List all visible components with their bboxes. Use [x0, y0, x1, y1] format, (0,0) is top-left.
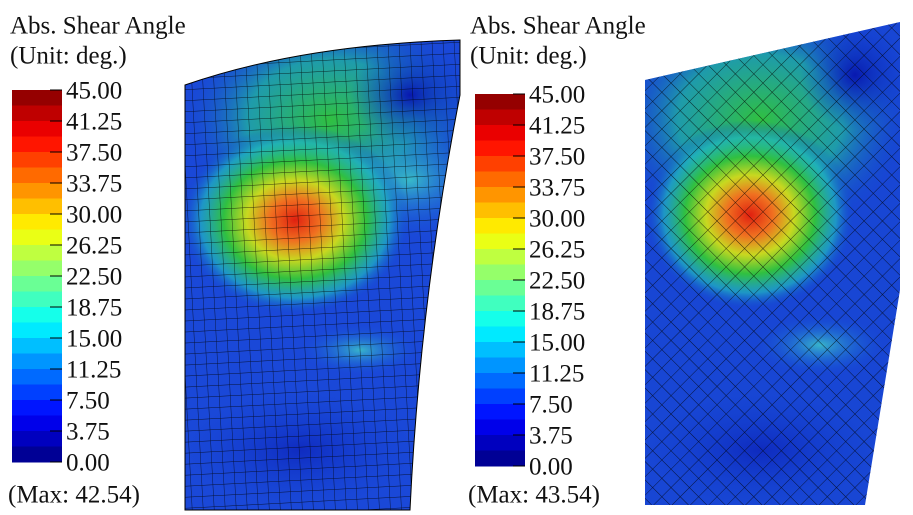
colorbar-band: [475, 311, 525, 327]
colorbar-label: 3.75: [529, 423, 573, 450]
colorbar-label: 33.75: [66, 171, 122, 198]
colorbar-label: 22.50: [66, 264, 122, 291]
colorbar-band: [12, 276, 62, 292]
colorbar-band: [12, 431, 62, 447]
colorbar-band: [475, 388, 525, 405]
colorbar-label: 33.75: [529, 175, 585, 202]
colorbar-band: [12, 136, 62, 153]
colorbar-band: [475, 218, 525, 234]
colorbar-band: [475, 171, 525, 188]
colorbar-band: [475, 94, 525, 110]
colorbar-band: [12, 183, 62, 199]
mesh-outline: [184, 39, 461, 511]
colorbar-label: 45.00: [66, 78, 122, 105]
contour-right: [645, 22, 900, 505]
colorbar-label: 15.00: [66, 326, 122, 353]
colorbar-band: [12, 214, 62, 230]
unit-label: (Unit: deg.): [10, 43, 127, 70]
colorbar-band: [12, 198, 62, 215]
colorbar-label: 30.00: [66, 202, 122, 229]
colorbar-label: 22.50: [529, 268, 585, 295]
colorbar-band: [475, 373, 525, 389]
colorbar-label: 18.75: [66, 295, 122, 322]
colorbar-band: [12, 229, 62, 246]
colorbar-label: 3.75: [66, 419, 110, 446]
colorbar-label: 15.00: [529, 330, 585, 357]
colorbar-band: [12, 415, 62, 432]
panel-title: Abs. Shear Angle: [470, 13, 646, 40]
colorbar-band: [12, 291, 62, 308]
colorbar-band: [12, 400, 62, 416]
colorbar-band: [475, 450, 525, 467]
colorbar-band: [475, 264, 525, 281]
colorbar-band: [475, 357, 525, 374]
colorbar-band: [12, 369, 62, 385]
colorbar-band: [12, 307, 62, 323]
colorbar-band: [475, 125, 525, 141]
colorbar-label: 37.50: [529, 144, 585, 171]
max-label: (Max: 42.54): [8, 482, 140, 509]
max-label: (Max: 43.54): [468, 482, 600, 509]
colorbar-band: [475, 295, 525, 312]
colorbar-label: 7.50: [66, 388, 110, 415]
contour-left: [185, 40, 460, 510]
colorbar-band: [475, 109, 525, 126]
colorbar-label: 41.25: [529, 113, 585, 140]
colorbar-label: 37.50: [66, 140, 122, 167]
colorbar-label: 0.00: [66, 450, 110, 477]
colorbar-band: [12, 152, 62, 168]
colorbar-band: [12, 384, 62, 401]
colorbar-band: [12, 90, 62, 106]
colorbar-band: [475, 326, 525, 343]
colorbar-band: [475, 140, 525, 157]
colorbar-label: 30.00: [529, 206, 585, 233]
colorbar-band: [12, 260, 62, 277]
colorbar-band: [475, 342, 525, 358]
colorbar-band: [12, 105, 62, 122]
colorbar-label: 41.25: [66, 109, 122, 136]
colorbar-band: [475, 435, 525, 451]
colorbar-band: [12, 338, 62, 354]
unit-label: (Unit: deg.): [470, 43, 587, 70]
colorbar-band: [475, 280, 525, 296]
colorbar-label: 11.25: [66, 357, 121, 384]
colorbar-band: [475, 156, 525, 172]
colorbar-band: [475, 419, 525, 436]
colorbar-band: [12, 245, 62, 261]
colorbar-band: [12, 446, 62, 463]
colorbar-label: 7.50: [529, 392, 573, 419]
colorbar-label: 26.25: [529, 237, 585, 264]
colorbar-label: 18.75: [529, 299, 585, 326]
colorbar-band: [475, 249, 525, 265]
panel-title: Abs. Shear Angle: [10, 13, 186, 40]
colorbar-band: [12, 167, 62, 184]
colorbar-label: 11.25: [529, 361, 584, 388]
colorbar-label: 45.00: [529, 82, 585, 109]
colorbar-band: [475, 202, 525, 219]
colorbar-band: [12, 121, 62, 137]
colorbar-label: 26.25: [66, 233, 122, 260]
colorbar-band: [475, 187, 525, 203]
colorbar-band: [475, 404, 525, 420]
colorbar-band: [12, 353, 62, 370]
colorbar-label: 0.00: [529, 454, 573, 481]
colorbar-band: [12, 322, 62, 339]
colorbar-band: [475, 233, 525, 250]
